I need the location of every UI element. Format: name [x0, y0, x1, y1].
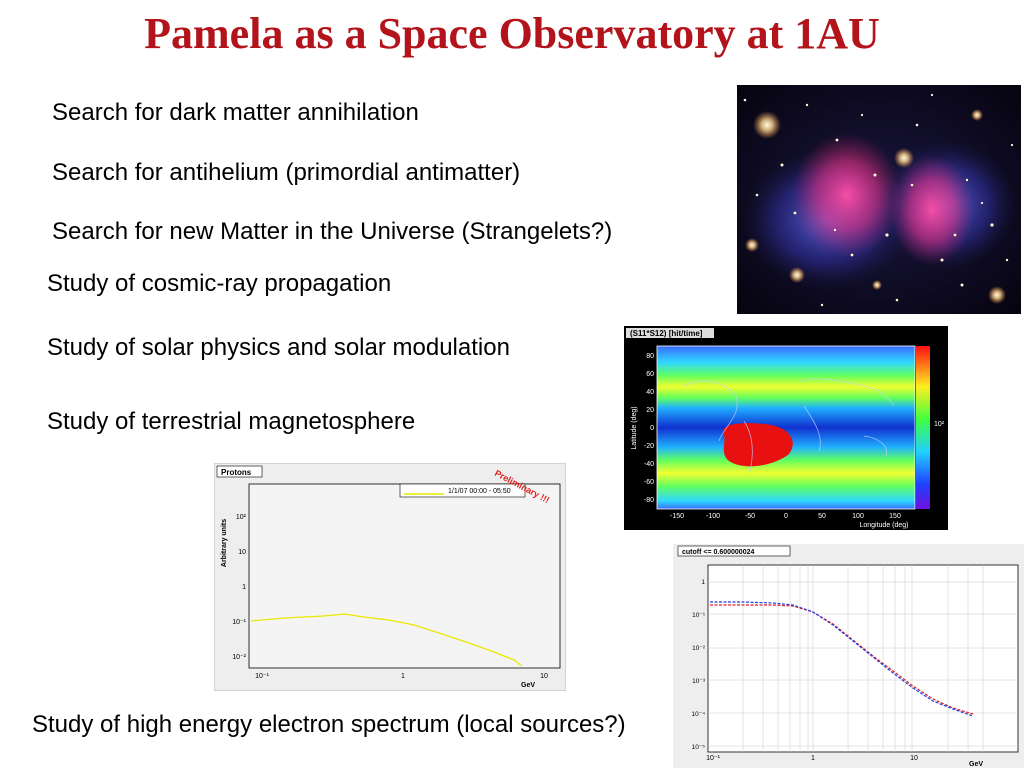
map-ytick: -40	[644, 461, 654, 468]
protons-plot-svg: Protons 1/1/07 00:00 - 05:50 Preliminary…	[214, 463, 566, 691]
electron-xtick: 1	[811, 755, 815, 762]
map-ytick: 80	[646, 353, 654, 360]
electron-ytick: 10⁻⁵	[692, 744, 706, 751]
colorbar-label: 10²	[934, 421, 945, 428]
map-xtick: -100	[706, 513, 720, 520]
bullet-strangelets: Search for new Matter in the Universe (S…	[52, 218, 613, 245]
slide-title: Pamela as a Space Observatory at 1AU	[144, 9, 880, 58]
protons-spectrum-curve	[250, 613, 523, 667]
protons-legend: 1/1/07 00:00 - 05:50	[448, 488, 511, 495]
map-ytick: 40	[646, 389, 654, 396]
protons-panel-title: Protons	[221, 468, 252, 477]
protons-ytick: 10⁻¹	[232, 619, 246, 626]
map-ylabel: Latitude (deg)	[631, 406, 638, 449]
electron-panel-title: cutoff <= 0.600000024	[682, 549, 754, 556]
map-xtick: 0	[784, 513, 788, 520]
electron-spectrum-svg: cutoff <= 0.600000024 1 10⁻¹ 10⁻² 10⁻³ 1…	[673, 544, 1024, 768]
electron-xlabel: GeV	[969, 761, 983, 768]
map-xtick: -150	[670, 513, 684, 520]
protons-xtick: 10	[540, 673, 548, 680]
bullet-magnetosphere: Study of terrestrial magnetosphere	[47, 408, 416, 435]
map-ytick: 0	[650, 425, 654, 432]
electron-ytick: 10⁻²	[692, 645, 706, 652]
map-ytick: -20	[644, 443, 654, 450]
protons-xtick: 10⁻¹	[255, 673, 269, 680]
protons-xlabel: GeV	[521, 682, 535, 689]
map-ytick: 60	[646, 371, 654, 378]
protons-ytick: 10²	[236, 514, 247, 521]
electron-ytick: 10⁻³	[692, 678, 706, 685]
map-xtick: 50	[818, 513, 826, 520]
protons-ytick: 10	[238, 549, 246, 556]
galaxy-cluster-image	[737, 85, 1021, 314]
electron-ytick: 10⁻¹	[692, 612, 706, 619]
electron-xtick: 10⁻¹	[706, 755, 720, 762]
protons-ylabel: Arbitrary units	[221, 519, 228, 567]
map-panel-title: (S11*S12) [hit/time]	[630, 329, 703, 338]
protons-xtick: 1	[401, 673, 405, 680]
electron-spectrum-plot: cutoff <= 0.600000024 1 10⁻¹ 10⁻² 10⁻³ 1…	[673, 544, 1024, 768]
electron-ytick: 10⁻⁴	[692, 711, 706, 718]
bullet-cosmic-ray: Study of cosmic-ray propagation	[47, 270, 392, 297]
protons-ytick: 1	[242, 584, 246, 591]
map-ytick: -60	[644, 479, 654, 486]
bullet-dark-matter: Search for dark matter annihilation	[52, 99, 419, 126]
magnetosphere-map-plot: (S11*S12) [hit/time] 10² Latitude (deg) …	[624, 326, 948, 530]
bullet-electron-spectrum: Study of high energy electron spectrum (…	[32, 711, 626, 738]
map-ytick: -80	[644, 497, 654, 504]
protons-ytick: 10⁻²	[232, 654, 246, 661]
map-xtick: -50	[745, 513, 755, 520]
bullet-solar-physics: Study of solar physics and solar modulat…	[47, 334, 510, 361]
electron-spectrum-blue-curve	[710, 601, 974, 717]
map-ytick: 20	[646, 407, 654, 414]
map-xlabel: Longitude (deg)	[859, 522, 908, 529]
map-xtick: 150	[889, 513, 901, 520]
electron-xtick: 10	[910, 755, 918, 762]
magnetosphere-map-svg: (S11*S12) [hit/time] 10² Latitude (deg) …	[624, 326, 948, 530]
electron-ytick: 1	[701, 579, 705, 586]
protons-plot: Protons 1/1/07 00:00 - 05:50 Preliminary…	[214, 463, 566, 691]
galaxy-cluster-svg	[737, 85, 1021, 314]
map-xtick: 100	[852, 513, 864, 520]
bullet-antihelium: Search for antihelium (primordial antima…	[52, 159, 521, 186]
electron-spectrum-red-curve	[710, 604, 974, 715]
